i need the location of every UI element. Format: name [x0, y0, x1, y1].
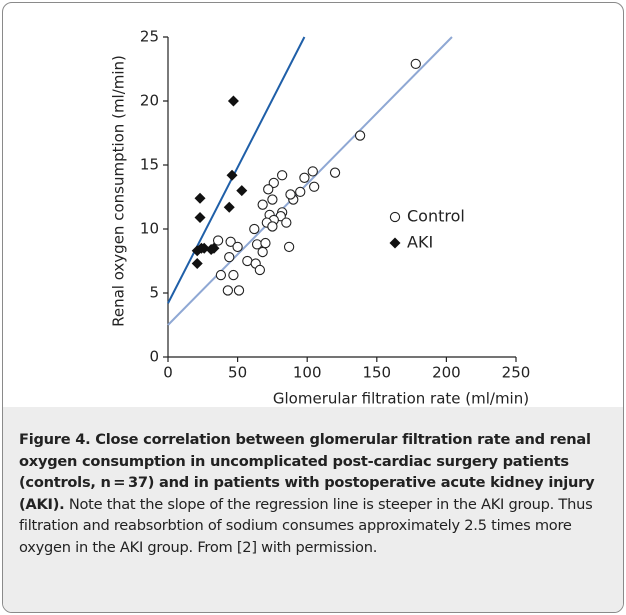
point — [254, 264, 266, 276]
point — [257, 246, 268, 258]
y-tick-label: 15 — [140, 156, 159, 174]
point — [212, 235, 224, 246]
y-tick-label: 5 — [149, 284, 159, 302]
x-tick-label: 100 — [293, 364, 322, 382]
point — [191, 258, 203, 270]
point — [276, 170, 288, 181]
caption-text: Note that the slope of the regression li… — [19, 495, 593, 556]
x-tick-label: 50 — [228, 364, 247, 382]
legend-label: Control — [407, 207, 465, 226]
point — [329, 167, 341, 178]
point — [283, 241, 295, 253]
point — [299, 172, 310, 183]
point — [242, 255, 253, 267]
regression-line — [167, 36, 453, 326]
x-tick-label: 150 — [362, 364, 391, 382]
point — [267, 221, 278, 232]
point — [225, 236, 236, 247]
y-tick-label: 25 — [140, 28, 159, 46]
point — [226, 169, 238, 181]
x-tick-label: 0 — [163, 364, 173, 382]
point — [267, 194, 278, 205]
point — [194, 211, 206, 223]
point — [233, 285, 245, 296]
point — [307, 166, 318, 177]
point — [295, 186, 306, 198]
point — [223, 201, 235, 213]
point — [232, 241, 243, 253]
point — [222, 285, 234, 296]
point — [309, 181, 320, 192]
point — [249, 223, 260, 235]
chart: Glomerular filtration rate (ml/min) Rena… — [110, 28, 531, 408]
point — [236, 185, 248, 197]
x-axis-label: Glomerular filtration rate (ml/min) — [273, 390, 529, 408]
regression-line — [167, 36, 306, 304]
y-axis-label: Renal oxygen consumption (ml/min) — [110, 55, 128, 327]
legend-label: AKI — [407, 233, 433, 252]
x-tick-label: 200 — [432, 364, 461, 382]
y-tick-label: 0 — [149, 348, 159, 366]
point — [268, 177, 279, 189]
point — [228, 269, 239, 281]
point — [354, 130, 366, 141]
point — [195, 242, 207, 254]
point — [410, 58, 421, 70]
caption: Figure 4. Close correlation between glom… — [3, 407, 623, 612]
y-tick-label: 10 — [140, 220, 159, 238]
point — [257, 199, 268, 210]
point — [194, 192, 206, 204]
y-tick-label: 20 — [140, 92, 159, 110]
caption-bold: Figure 4. Close correlation between glom… — [19, 431, 595, 513]
point — [227, 95, 239, 107]
point — [281, 217, 292, 228]
point — [260, 237, 271, 249]
point — [215, 269, 227, 281]
x-tick-label: 250 — [502, 364, 531, 382]
point — [224, 252, 235, 263]
legend-marker — [389, 211, 401, 223]
legend-marker — [389, 237, 401, 249]
point — [285, 189, 296, 200]
point — [208, 242, 220, 254]
point — [263, 184, 274, 195]
